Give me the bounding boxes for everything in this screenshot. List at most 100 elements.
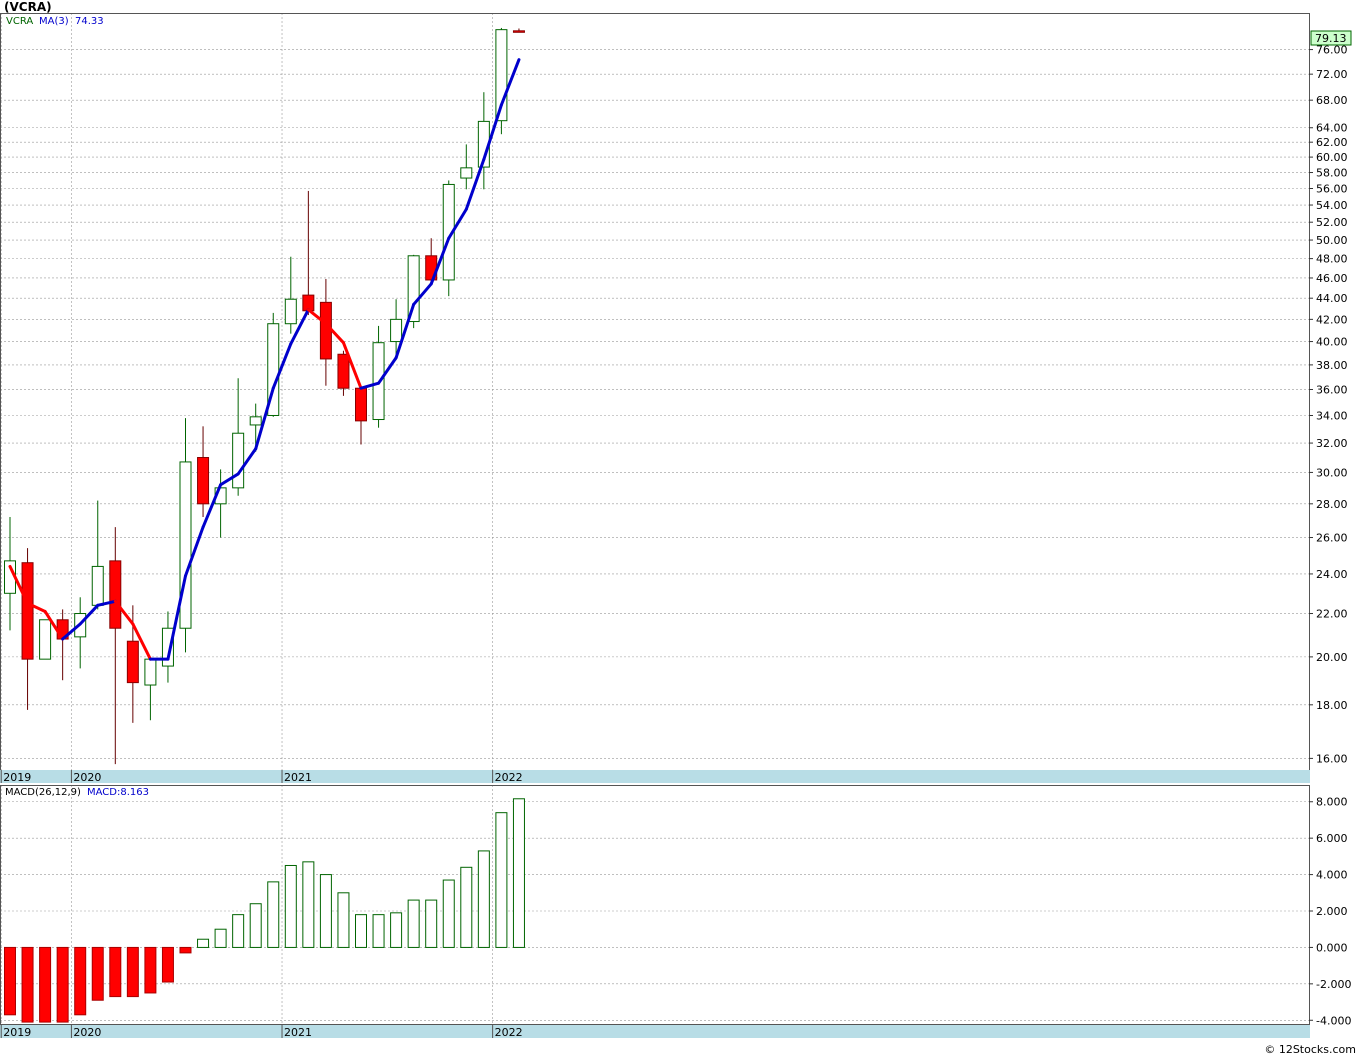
ma-segment — [377, 356, 398, 385]
ma-segment — [464, 157, 486, 211]
macd-x-label: 2021 — [284, 1026, 312, 1038]
candle — [495, 27, 508, 135]
candle — [56, 609, 69, 681]
macd-bar — [425, 899, 438, 948]
last-price-badge: 79.13 — [1310, 30, 1352, 46]
price-chart: 16.00 18.00 20.00 22.00 24.00 26.00 28.00 30.00… — [0, 13, 1352, 783]
candle-body — [319, 301, 332, 360]
candle — [390, 299, 403, 361]
candle — [197, 426, 210, 517]
price-tick-label: 52.00 — [1316, 216, 1348, 229]
price-x-label: 2021 — [284, 771, 312, 783]
price-tick-label: 22.00 — [1316, 608, 1348, 621]
price-tick-label: 56.00 — [1316, 182, 1348, 195]
candle-body — [21, 562, 34, 660]
ma-segment — [429, 236, 451, 286]
ma-segment — [271, 342, 293, 390]
candle-body — [179, 461, 192, 629]
ma-segment — [499, 58, 521, 107]
candle-body — [161, 627, 174, 667]
ma-segment — [113, 599, 135, 626]
macd-bar — [197, 938, 210, 948]
price-x-label: 2019 — [3, 771, 31, 783]
macd-bar — [495, 812, 508, 948]
macd-bar — [407, 899, 420, 948]
price-x-label: 2022 — [495, 771, 523, 783]
candle — [407, 254, 420, 329]
candle-body — [109, 560, 122, 629]
price-tick-label: 36.00 — [1316, 383, 1348, 396]
candle-body — [126, 640, 139, 684]
candle-body — [39, 619, 52, 660]
ma-segment — [8, 564, 30, 605]
candle — [337, 350, 350, 396]
price-tick-label: 32.00 — [1316, 437, 1348, 450]
price-tick-label: 72.00 — [1316, 68, 1348, 81]
chart-title: (VCRA) — [4, 0, 52, 14]
macd-x-label: 2019 — [3, 1026, 31, 1038]
macd-bar — [4, 946, 16, 1016]
macd-bar — [477, 850, 490, 948]
candle — [512, 28, 525, 33]
price-tick-label: 40.00 — [1316, 336, 1348, 349]
candle-body — [390, 318, 403, 343]
candle — [21, 548, 34, 710]
macd-x-label: 2020 — [73, 1026, 101, 1038]
macd-bar — [355, 914, 367, 948]
price-tick-label: 34.00 — [1316, 409, 1348, 422]
ma-segment — [131, 622, 152, 661]
ma-line — [8, 58, 521, 661]
candle — [302, 190, 315, 316]
price-tick-label: 28.00 — [1316, 498, 1348, 511]
macd-bar — [319, 874, 332, 948]
last-price-label: 79.13 — [1315, 32, 1347, 45]
candle — [91, 500, 104, 610]
price-legend: VCRA MA(3) 74.33 — [6, 16, 104, 27]
macd-bar — [232, 914, 245, 948]
candle-body — [232, 432, 245, 489]
ma-segment — [78, 603, 100, 626]
macd-bar — [442, 879, 455, 948]
candle — [161, 611, 174, 683]
legend-ma-value: 74.33 — [75, 16, 104, 27]
footer-credit: © 12Stocks.com — [1264, 1043, 1356, 1056]
ma-segment — [43, 609, 65, 641]
ma-segment — [26, 601, 47, 613]
macd-tick-label: 2.000 — [1316, 905, 1348, 918]
price-tick-label: 26.00 — [1316, 532, 1348, 545]
price-tick-label: 64.00 — [1316, 122, 1348, 135]
macd-tick-label: 0.000 — [1316, 941, 1348, 954]
price-candles — [4, 27, 525, 765]
ma-segment — [201, 483, 223, 529]
macd-bars — [4, 798, 525, 1023]
ma-segment — [412, 282, 433, 306]
candle — [74, 597, 87, 669]
macd-bar — [74, 946, 87, 1016]
ma-segment — [447, 207, 468, 240]
ma-segment — [341, 341, 363, 390]
macd-tick-label: 8.000 — [1316, 796, 1348, 809]
price-tick-label: 54.00 — [1316, 199, 1348, 212]
price-tick-label: 42.00 — [1316, 313, 1348, 326]
candle-body — [267, 323, 280, 416]
price-tick-label: 76.00 — [1316, 44, 1348, 57]
price-x-label: 2020 — [73, 771, 101, 783]
ma-segment — [482, 103, 503, 161]
candle-body — [197, 457, 210, 505]
candle — [232, 378, 245, 496]
macd-bar — [91, 946, 104, 1001]
price-tick-label: 38.00 — [1316, 359, 1348, 372]
price-tick-label: 62.00 — [1316, 136, 1348, 149]
candle — [179, 418, 192, 653]
price-grid — [0, 13, 1309, 783]
macd-bar — [249, 903, 262, 948]
price-tick-label: 30.00 — [1316, 466, 1348, 479]
macd-bar — [214, 928, 227, 948]
candle-body — [284, 298, 297, 325]
macd-bar — [109, 946, 122, 998]
candle — [267, 312, 280, 417]
ma-segment — [306, 308, 328, 326]
macd-tick-label: 6.000 — [1316, 832, 1348, 845]
price-tick-label: 58.00 — [1316, 167, 1348, 180]
macd-frame — [0, 785, 1310, 1025]
